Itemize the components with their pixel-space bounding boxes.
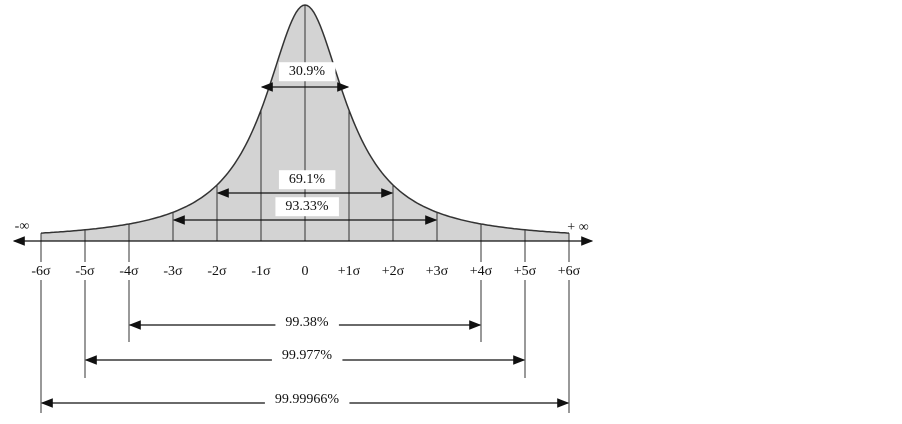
- label-bg: [156, 262, 190, 280]
- sigma-label: -2σ: [207, 264, 227, 279]
- sigma-label: -4σ: [119, 264, 139, 279]
- sigma-label: +5σ: [514, 264, 537, 279]
- label-bg: [288, 262, 322, 280]
- range-label: 30.9%: [289, 64, 326, 79]
- label-bg: [244, 262, 278, 280]
- range-label: 93.33%: [285, 199, 329, 214]
- curve: [40, 4, 570, 234]
- sigma-label: -1σ: [251, 264, 271, 279]
- label-bg: [68, 262, 102, 280]
- sigma-label: +6σ: [558, 264, 581, 279]
- label-bg: [376, 262, 410, 280]
- range-label-bg: [275, 313, 339, 333]
- label-bg: [508, 262, 542, 280]
- label-bg: [420, 262, 454, 280]
- sigma-label: +4σ: [470, 264, 493, 279]
- range-label: 99.99966%: [275, 392, 340, 407]
- sigma-label: +3σ: [426, 264, 449, 279]
- sigma-label: +2σ: [382, 264, 405, 279]
- range-label: 69.1%: [289, 172, 326, 187]
- range-label-bg: [278, 62, 336, 82]
- pos-infinity: + ∞: [567, 220, 588, 235]
- label-bg: [464, 262, 498, 280]
- range-label-bg: [278, 170, 336, 190]
- range-label: 99.977%: [282, 348, 333, 363]
- range-label: 99.38%: [285, 315, 329, 330]
- sigma-label: -5σ: [75, 264, 95, 279]
- label-bg: [112, 262, 146, 280]
- neg-infinity: -∞: [15, 219, 30, 234]
- range-label-bg: [271, 346, 343, 366]
- sigma-label: 0: [302, 264, 309, 279]
- range-label-bg: [264, 390, 350, 410]
- range-label-bg: [275, 197, 339, 217]
- label-bg: [24, 262, 58, 280]
- label-bg: [200, 262, 234, 280]
- sigma-label: -3σ: [163, 264, 183, 279]
- sigma-label: -6σ: [31, 264, 51, 279]
- label-bg: [552, 262, 586, 280]
- label-bg: [332, 262, 366, 280]
- sigma-label: +1σ: [338, 264, 361, 279]
